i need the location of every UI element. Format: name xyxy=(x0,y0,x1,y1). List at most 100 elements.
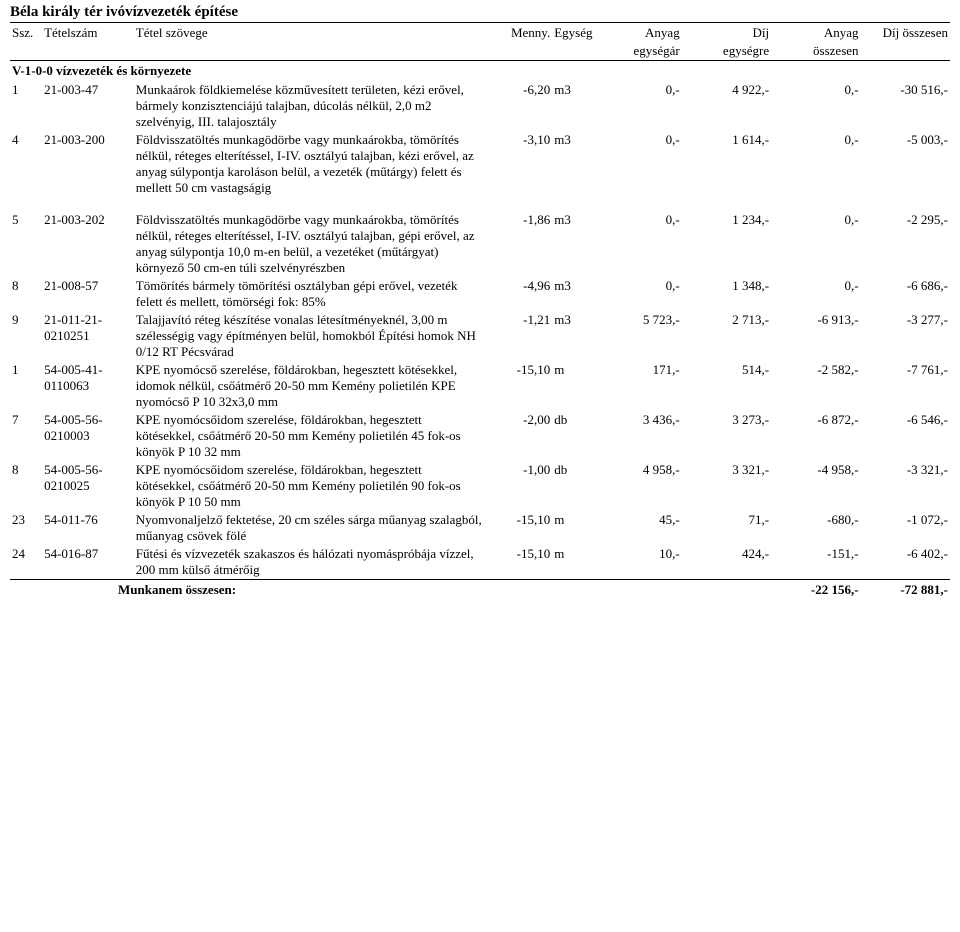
cell-qty: -6,20 xyxy=(489,81,552,131)
cell-tsz: 54-005-41-0110063 xyxy=(42,361,134,411)
table-row: 854-005-56-0210025KPE nyomócsőidom szere… xyxy=(10,461,950,511)
cell-qty: -4,96 xyxy=(489,277,552,311)
hdr-anyag-osszesen-1: Anyag xyxy=(771,23,860,42)
cell-do: -30 516,- xyxy=(861,81,950,131)
cell-due: 1 614,- xyxy=(682,131,771,197)
cell-desc: Földvisszatöltés munkagödörbe vagy munka… xyxy=(134,131,489,197)
cell-unit: m3 xyxy=(552,131,592,197)
cell-tsz: 21-008-57 xyxy=(42,277,134,311)
cell-due: 4 922,- xyxy=(682,81,771,131)
cell-unit: m3 xyxy=(552,81,592,131)
cell-due: 1 234,- xyxy=(682,211,771,277)
cost-table: Ssz. Tételszám Tétel szövege Menny. Egys… xyxy=(10,23,950,599)
cell-aue: 4 958,- xyxy=(592,461,681,511)
cell-qty: -1,21 xyxy=(489,311,552,361)
cell-ssz: 23 xyxy=(10,511,42,545)
cell-unit: m3 xyxy=(552,277,592,311)
cell-ao: -6 872,- xyxy=(771,411,860,461)
cell-qty: -1,00 xyxy=(489,461,552,511)
cell-ssz: 9 xyxy=(10,311,42,361)
cell-ssz: 8 xyxy=(10,461,42,511)
cell-ssz: 1 xyxy=(10,361,42,411)
cell-aue: 5 723,- xyxy=(592,311,681,361)
cell-ao: -680,- xyxy=(771,511,860,545)
hdr-tetelszam: Tételszám xyxy=(42,23,134,42)
cell-qty: -3,10 xyxy=(489,131,552,197)
cell-aue: 0,- xyxy=(592,131,681,197)
cell-due: 2 713,- xyxy=(682,311,771,361)
cell-do: -6 546,- xyxy=(861,411,950,461)
summary-ao: -22 156,- xyxy=(771,580,860,600)
cell-due: 71,- xyxy=(682,511,771,545)
cell-ao: 0,- xyxy=(771,211,860,277)
cell-tsz: 54-005-56-0210025 xyxy=(42,461,134,511)
table-row: 2354-011-76Nyomvonaljelző fektetése, 20 … xyxy=(10,511,950,545)
hdr-ssz: Ssz. xyxy=(10,23,42,42)
cell-tsz: 54-005-56-0210003 xyxy=(42,411,134,461)
cell-desc: Földvisszatöltés munkagödörbe vagy munka… xyxy=(134,211,489,277)
cell-do: -3 277,- xyxy=(861,311,950,361)
cell-desc: KPE nyomócsőidom szerelése, földárokban,… xyxy=(134,461,489,511)
cell-qty: -15,10 xyxy=(489,511,552,545)
cell-aue: 45,- xyxy=(592,511,681,545)
cell-ssz: 5 xyxy=(10,211,42,277)
cell-ssz: 4 xyxy=(10,131,42,197)
hdr-dij-egysegre-1: Díj xyxy=(682,23,771,42)
cell-ssz: 1 xyxy=(10,81,42,131)
hdr-egyseg: Egység xyxy=(552,23,592,42)
cell-desc: KPE nyomócső szerelése, földárokban, heg… xyxy=(134,361,489,411)
cell-do: -6 686,- xyxy=(861,277,950,311)
table-row: 521-003-202Földvisszatöltés munkagödörbe… xyxy=(10,211,950,277)
hdr-dij-egysegre-2: egységre xyxy=(682,42,771,61)
cell-tsz: 21-003-47 xyxy=(42,81,134,131)
section-title: V-1-0-0 vízvezeték és környezete xyxy=(10,61,950,82)
cell-do: -3 321,- xyxy=(861,461,950,511)
cell-aue: 0,- xyxy=(592,277,681,311)
cell-aue: 171,- xyxy=(592,361,681,411)
cell-tsz: 21-003-200 xyxy=(42,131,134,197)
hdr-tetel-szovege: Tétel szövege xyxy=(134,23,489,42)
cell-tsz: 54-016-87 xyxy=(42,545,134,580)
cell-aue: 0,- xyxy=(592,81,681,131)
cell-ssz: 7 xyxy=(10,411,42,461)
cell-unit: m3 xyxy=(552,311,592,361)
cell-desc: Talajjavító réteg készítése vonalas léte… xyxy=(134,311,489,361)
table-row: 121-003-47Munkaárok földkiemelése közműv… xyxy=(10,81,950,131)
cell-due: 3 321,- xyxy=(682,461,771,511)
cell-ao: -151,- xyxy=(771,545,860,580)
hdr-anyag-egysegar-2: egységár xyxy=(592,42,681,61)
cell-ao: 0,- xyxy=(771,81,860,131)
hdr-anyag-osszesen-2: összesen xyxy=(771,42,860,61)
table-row: 2454-016-87Fűtési és vízvezeték szakaszo… xyxy=(10,545,950,580)
cell-desc: Tömörítés bármely tömörítési osztályban … xyxy=(134,277,489,311)
hdr-anyag-egysegar-1: Anyag xyxy=(592,23,681,42)
cell-unit: m3 xyxy=(552,211,592,277)
cell-tsz: 54-011-76 xyxy=(42,511,134,545)
cell-due: 424,- xyxy=(682,545,771,580)
table-row: 821-008-57Tömörítés bármely tömörítési o… xyxy=(10,277,950,311)
cell-desc: Nyomvonaljelző fektetése, 20 cm széles s… xyxy=(134,511,489,545)
cell-ao: -2 582,- xyxy=(771,361,860,411)
cell-do: -2 295,- xyxy=(861,211,950,277)
document-title: Béla király tér ivóvízvezeték építése xyxy=(10,4,950,23)
cell-unit: m xyxy=(552,511,592,545)
cell-ao: -4 958,- xyxy=(771,461,860,511)
cell-due: 3 273,- xyxy=(682,411,771,461)
cell-qty: -15,10 xyxy=(489,361,552,411)
cell-tsz: 21-003-202 xyxy=(42,211,134,277)
cell-unit: db xyxy=(552,461,592,511)
cell-ssz: 8 xyxy=(10,277,42,311)
cell-desc: Munkaárok földkiemelése közművesített te… xyxy=(134,81,489,131)
cell-qty: -2,00 xyxy=(489,411,552,461)
cell-do: -1 072,- xyxy=(861,511,950,545)
cell-tsz: 21-011-21-0210251 xyxy=(42,311,134,361)
cell-qty: -1,86 xyxy=(489,211,552,277)
cell-ssz: 24 xyxy=(10,545,42,580)
spacer-row xyxy=(10,197,950,211)
table-row: 421-003-200Földvisszatöltés munkagödörbe… xyxy=(10,131,950,197)
cell-ao: 0,- xyxy=(771,277,860,311)
cell-do: -5 003,- xyxy=(861,131,950,197)
cell-aue: 0,- xyxy=(592,211,681,277)
summary-label: Munkanem összesen: xyxy=(10,580,771,600)
table-row: 921-011-21-0210251Talajjavító réteg kész… xyxy=(10,311,950,361)
